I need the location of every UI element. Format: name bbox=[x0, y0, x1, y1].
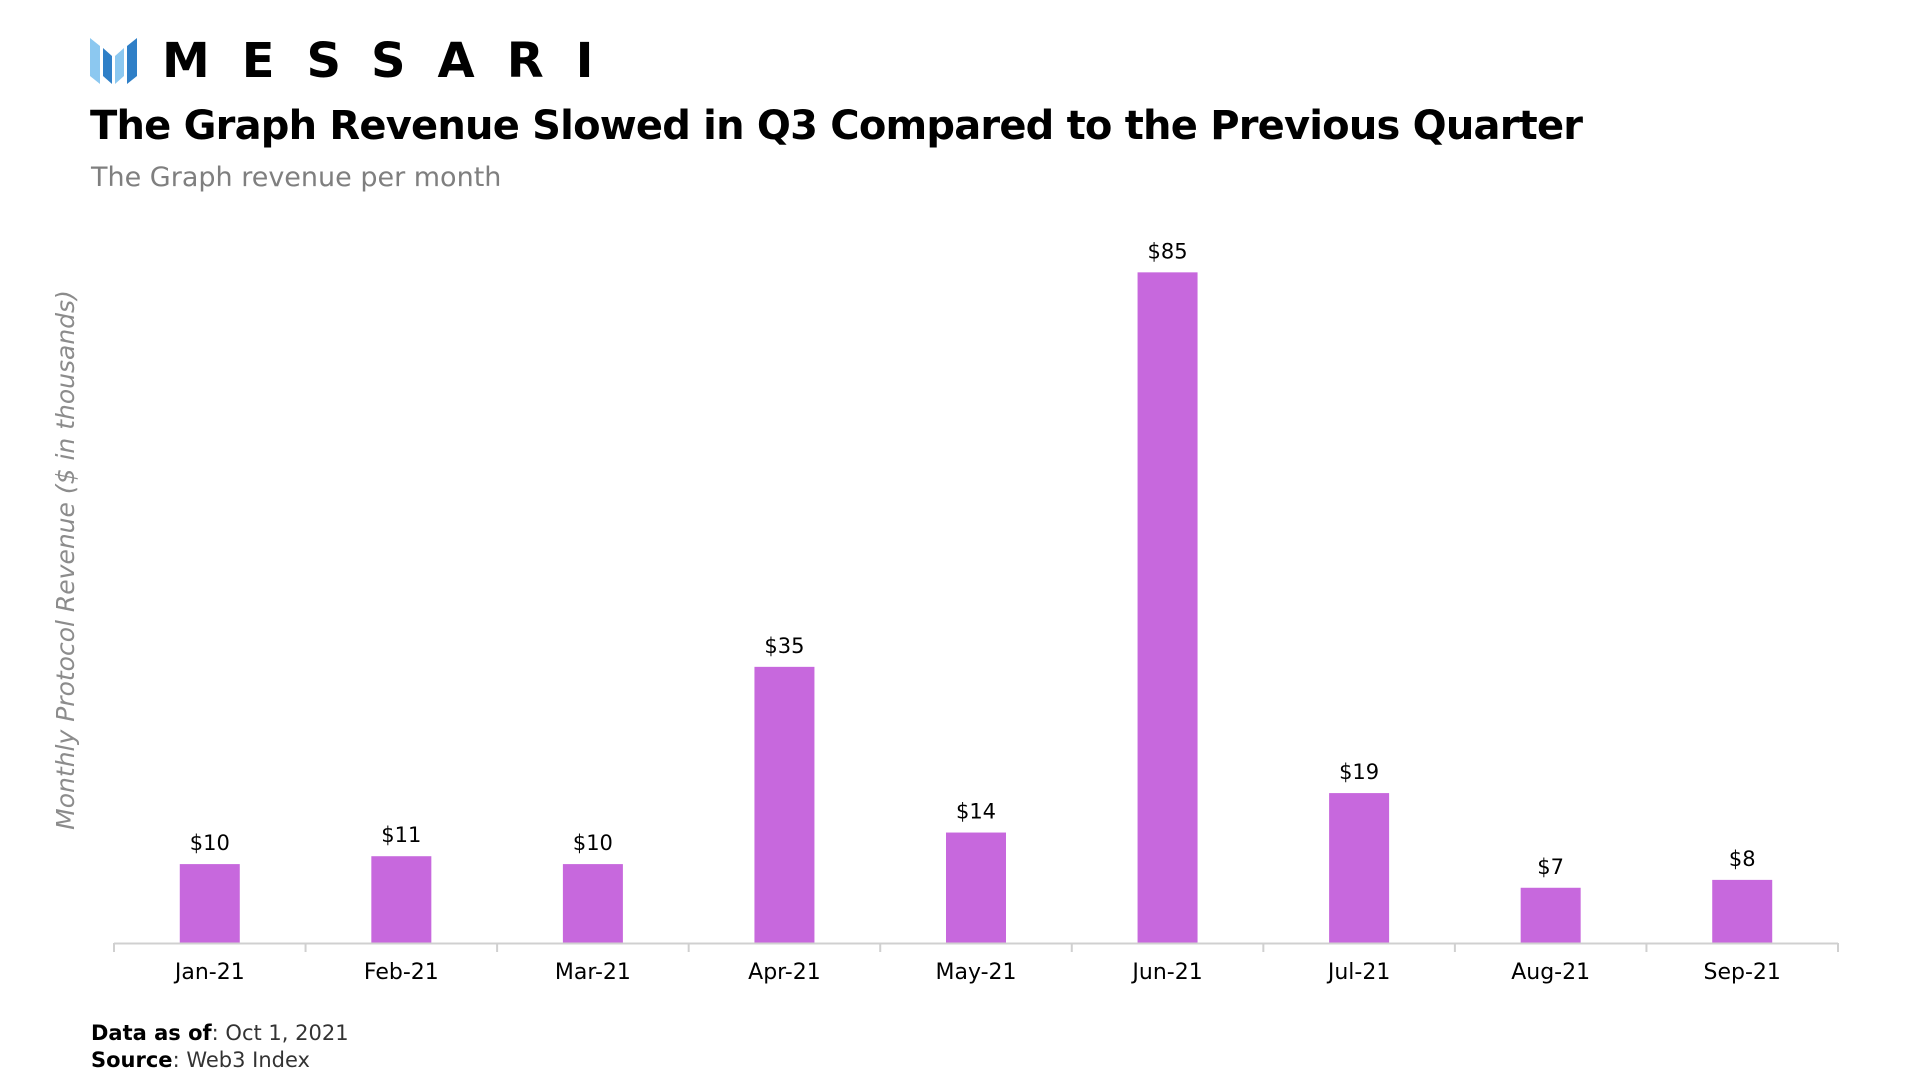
bar-chart: $10 $11 $10 $35 $14 $85 $19 $7 $8 Jan-21 Feb-21 Ma… bbox=[51, 239, 1839, 985]
data-as-of: Data as of: Oct 1, 2021 bbox=[91, 1020, 349, 1047]
bar-jan-21 bbox=[179, 864, 240, 943]
x-tick-label-jun-21: Jun-21 bbox=[1130, 960, 1202, 985]
bar-jun-21 bbox=[1137, 272, 1198, 944]
data-labels-group: $10 $11 $10 $35 $14 $85 $19 $7 $8 bbox=[190, 239, 1756, 878]
x-tick-label-apr-21: Apr-21 bbox=[748, 960, 821, 985]
y-axis-label: Monthly Protocol Revenue ($ in thousands… bbox=[51, 290, 80, 830]
data-label-mar-21: $10 bbox=[573, 831, 613, 855]
data-label-aug-21: $7 bbox=[1537, 855, 1564, 879]
bar-apr-21 bbox=[754, 666, 815, 943]
x-tick-label-mar-21: Mar-21 bbox=[555, 960, 631, 985]
bar-sep-21 bbox=[1712, 879, 1773, 943]
bar-jul-21 bbox=[1329, 793, 1390, 943]
x-axis bbox=[113, 942, 1839, 952]
brand-name: MESSARI bbox=[162, 33, 626, 89]
bar-mar-21 bbox=[562, 864, 623, 943]
bars-group bbox=[179, 272, 1773, 944]
data-as-of-value: : Oct 1, 2021 bbox=[211, 1021, 349, 1045]
messari-logo-icon bbox=[90, 38, 137, 84]
footer: Data as of: Oct 1, 2021 Source: Web3 Ind… bbox=[91, 1020, 349, 1074]
x-tick-label-feb-21: Feb-21 bbox=[364, 960, 439, 985]
data-label-jul-21: $19 bbox=[1339, 760, 1379, 784]
data-label-apr-21: $35 bbox=[764, 634, 804, 658]
x-tick-label-jan-21: Jan-21 bbox=[173, 960, 245, 985]
x-tick-label-jul-21: Jul-21 bbox=[1326, 960, 1390, 985]
messari-logo: MESSARI bbox=[90, 36, 626, 86]
data-label-may-21: $14 bbox=[956, 800, 996, 824]
bar-aug-21 bbox=[1520, 887, 1581, 943]
data-label-jun-21: $85 bbox=[1148, 239, 1188, 263]
data-as-of-label: Data as of bbox=[91, 1021, 212, 1045]
x-tick-labels-group: Jan-21 Feb-21 Mar-21 Apr-21 May-21 Jun-21 Jul-… bbox=[173, 960, 1781, 985]
source-label: Source bbox=[91, 1048, 173, 1072]
x-tick-label-may-21: May-21 bbox=[935, 960, 1016, 985]
x-tick-label-aug-21: Aug-21 bbox=[1511, 960, 1590, 985]
source: Source: Web3 Index bbox=[91, 1047, 349, 1074]
x-tick-label-sep-21: Sep-21 bbox=[1704, 960, 1781, 985]
chart-subtitle: The Graph revenue per month bbox=[91, 162, 502, 193]
chart-title: The Graph Revenue Slowed in Q3 Compared … bbox=[90, 103, 1583, 149]
data-label-jan-21: $10 bbox=[190, 831, 230, 855]
source-value: : Web3 Index bbox=[172, 1048, 310, 1072]
data-label-feb-21: $11 bbox=[381, 823, 421, 847]
bar-may-21 bbox=[946, 832, 1006, 943]
data-label-sep-21: $8 bbox=[1729, 847, 1756, 871]
bar-feb-21 bbox=[371, 856, 432, 943]
